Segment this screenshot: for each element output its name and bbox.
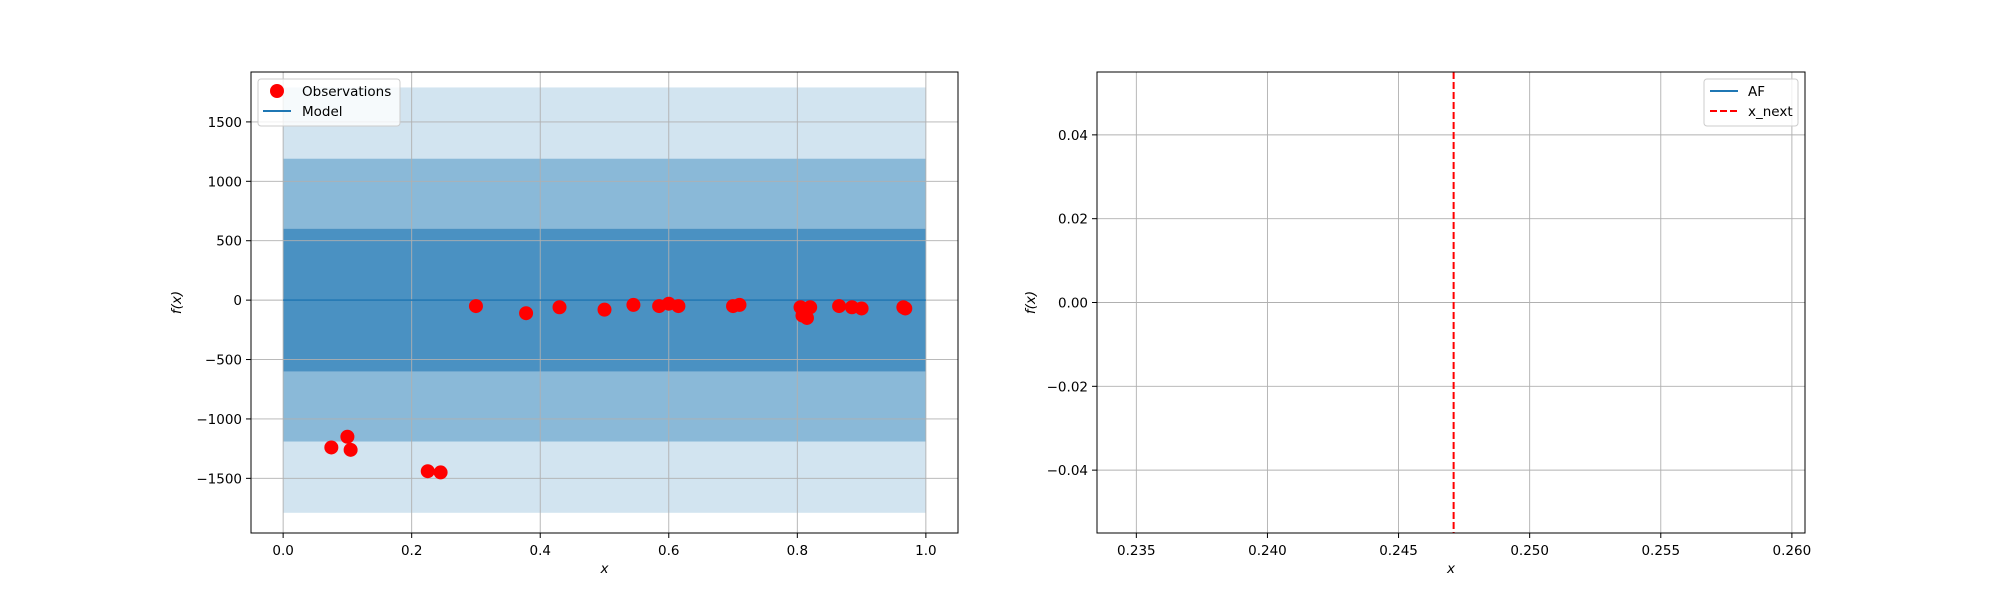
legend: AF x_next xyxy=(1703,78,1799,127)
x-tick-label: 0.240 xyxy=(1248,543,1287,559)
x-axis-label: x xyxy=(600,561,610,577)
y-tick-label: −1500 xyxy=(196,471,242,487)
x-tick-label: 0.0 xyxy=(272,543,293,559)
observation-point xyxy=(343,442,358,457)
x-tick-label: 0.260 xyxy=(1773,543,1812,559)
legend-observations-label: Observations xyxy=(302,84,391,100)
y-tick-label: −0.04 xyxy=(1047,463,1088,479)
observation-point xyxy=(433,465,448,480)
observation-point xyxy=(552,300,567,315)
x-tick-label: 0.245 xyxy=(1379,543,1418,559)
x-tick-label: 0.235 xyxy=(1117,543,1156,559)
legend-box xyxy=(257,78,401,127)
y-tick-label: −500 xyxy=(205,353,242,369)
x-tick-label: 0.250 xyxy=(1510,543,1549,559)
y-tick-label: 1000 xyxy=(208,174,242,190)
x-tick-label: 0.8 xyxy=(787,543,808,559)
y-axis-ticks: −1500 −1000 −500 0 500 1000 1500 xyxy=(196,115,251,487)
observation-point xyxy=(803,300,818,315)
x-tick-label: 0.255 xyxy=(1641,543,1680,559)
observation-point xyxy=(854,301,869,316)
legend-af-label: AF xyxy=(1748,84,1765,100)
y-tick-label: 0.04 xyxy=(1058,128,1088,144)
x-tick-label: 0.2 xyxy=(401,543,422,559)
observation-point xyxy=(626,297,641,312)
x-axis-ticks: 0.0 0.2 0.4 0.6 0.8 1.0 xyxy=(272,533,937,559)
y-tick-label: −0.02 xyxy=(1047,379,1088,395)
observation-point xyxy=(468,299,483,314)
x-tick-label: 0.6 xyxy=(658,543,679,559)
observation-point xyxy=(597,302,612,317)
observation-point xyxy=(832,299,847,314)
legend-observations-marker xyxy=(270,84,284,98)
legend-x-next-label: x_next xyxy=(1748,104,1793,120)
observation-point xyxy=(898,301,913,316)
y-tick-label: 0 xyxy=(233,293,242,309)
x-axis-label: x xyxy=(1446,561,1456,577)
observation-point xyxy=(340,429,355,444)
legend-model-label: Model xyxy=(302,104,343,120)
legend: Observations Model xyxy=(257,78,401,127)
y-tick-label: −1000 xyxy=(196,412,242,428)
observation-point xyxy=(799,310,814,325)
observation-point xyxy=(732,297,747,312)
y-tick-label: 500 xyxy=(216,234,242,250)
y-axis-label: f(x) xyxy=(169,291,185,314)
y-tick-label: 1500 xyxy=(208,115,242,131)
observation-point xyxy=(671,299,686,314)
x-tick-label: 1.0 xyxy=(915,543,936,559)
grid-lines xyxy=(1097,72,1805,533)
y-axis-ticks: −0.04 −0.02 0.00 0.02 0.04 xyxy=(1047,128,1097,479)
acquisition-panel: 0.235 0.240 0.245 0.250 0.255 0.260 −0.04−0.0… xyxy=(1023,71,1811,577)
x-axis-ticks: 0.235 0.240 0.245 0.250 0.255 0.260 xyxy=(1117,533,1811,559)
model-panel: 0.0 0.2 0.4 0.6 0.8 1.0 −1500 −1000 −500 0 500 100… xyxy=(169,71,959,577)
y-tick-label: 0.02 xyxy=(1058,212,1088,228)
observation-point xyxy=(324,440,339,455)
x-tick-label: 0.4 xyxy=(529,543,550,559)
y-axis-label: f(x) xyxy=(1023,291,1039,314)
y-tick-label: 0.00 xyxy=(1058,296,1088,312)
data-series xyxy=(283,296,926,480)
axes-frame xyxy=(250,71,959,534)
observation-point xyxy=(420,464,435,479)
observation-point xyxy=(519,306,534,321)
